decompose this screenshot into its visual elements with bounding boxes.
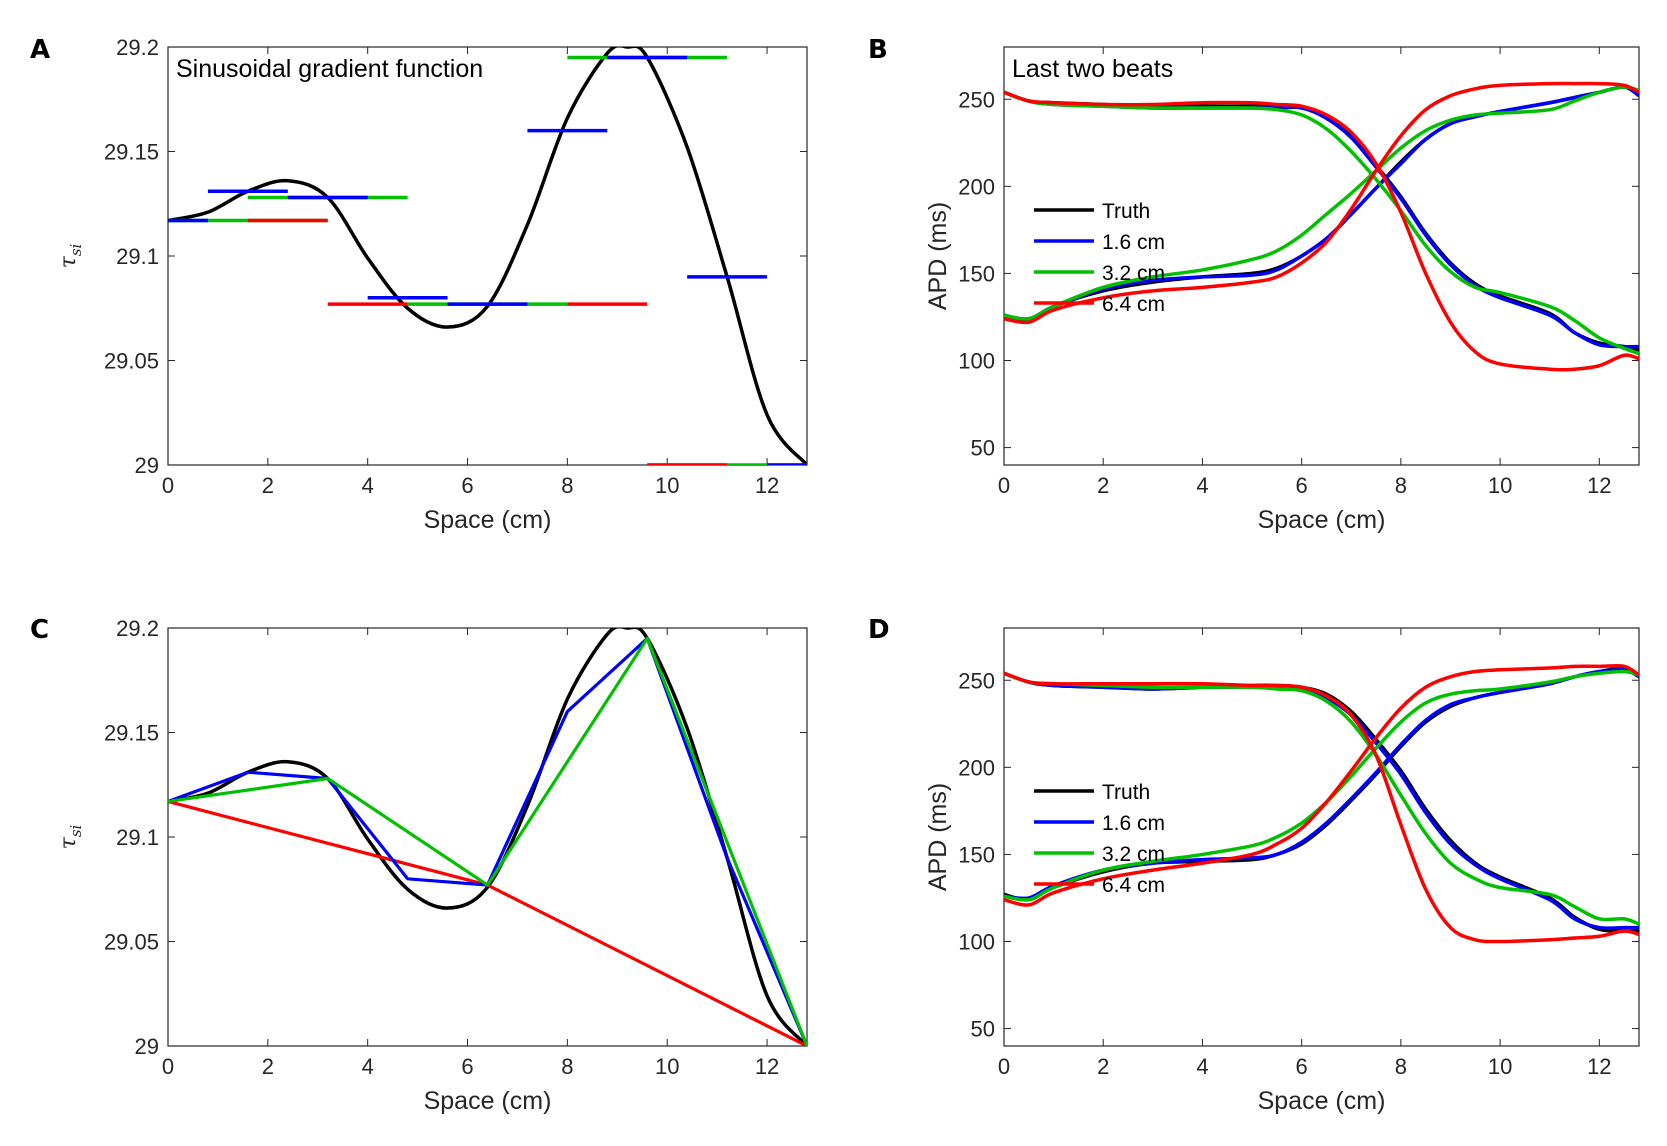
panel-letter: D — [868, 615, 890, 645]
y-axis-label: τsi — [56, 243, 85, 268]
y-axis-label: APD (ms) — [924, 202, 952, 310]
plot-area — [167, 46, 808, 466]
y-tick-label: 100 — [958, 930, 995, 955]
series-6-4-cm-b-line — [1004, 81, 1639, 325]
series-6-4-cm-line — [1004, 90, 1639, 372]
x-tick-label: 2 — [1097, 1054, 1109, 1079]
panel-c: C 0 2 4 6 8 10 12 29 29.05 29.1 29.15 29.2 Space (cm)… — [30, 615, 808, 1115]
series-group — [168, 628, 807, 1046]
y-tick-label: 50 — [971, 436, 995, 461]
x-tick-label: 10 — [655, 1054, 679, 1079]
x-tick-label: 12 — [1587, 1054, 1611, 1079]
x-tick-label: 0 — [998, 1054, 1010, 1079]
x-axis-label: Space (cm) — [424, 1087, 552, 1115]
x-tick-label: 4 — [1196, 1054, 1208, 1079]
y-axis-label-subscript: si — [67, 824, 85, 837]
y-tick-label: 50 — [971, 1017, 995, 1042]
x-tick-label: 8 — [561, 473, 573, 498]
x-tick-label: 12 — [755, 473, 779, 498]
legend-label-3-2-cm: 3.2 cm — [1102, 262, 1165, 285]
x-tick-label: 0 — [998, 473, 1010, 498]
series-3-2-cm-b-line — [1004, 85, 1639, 321]
legend-label-1-6-cm: 1.6 cm — [1102, 812, 1165, 835]
series-1-6-cm-line — [1004, 671, 1639, 930]
y-axis-label-symbol: τ — [56, 255, 81, 268]
legend: Truth 1.6 cm 3.2 cm 6.4 cm — [1034, 200, 1165, 316]
x-tick-label: 0 — [162, 473, 174, 498]
y-tick-label: 250 — [958, 87, 995, 112]
legend-label-6-4-cm: 6.4 cm — [1102, 874, 1165, 897]
y-tick-label: 29 — [135, 1034, 159, 1059]
y-tick-label: 29.1 — [116, 825, 159, 850]
panel-d: D 0 2 4 6 8 10 12 50 100 150 200 250 Space (cm) APD (m… — [868, 615, 1640, 1115]
legend-label-truth: Truth — [1102, 200, 1150, 223]
series-1-6-cm-b-line — [1004, 85, 1639, 321]
y-axis-label-subscript: si — [67, 243, 85, 256]
legend-label-6-4-cm: 6.4 cm — [1102, 293, 1165, 316]
x-tick-label: 10 — [655, 473, 679, 498]
legend-label-1-6-cm: 1.6 cm — [1102, 231, 1165, 254]
y-tick-label: 29.1 — [116, 244, 159, 269]
x-tick-label: 4 — [362, 473, 374, 498]
x-tick-label: 8 — [561, 1054, 573, 1079]
series-6-4-cm-b-line — [1004, 663, 1639, 907]
y-tick-label: 200 — [958, 174, 995, 199]
x-tick-label: 6 — [461, 473, 473, 498]
y-tick-label: 250 — [958, 668, 995, 693]
y-tick-label: 29.15 — [104, 721, 159, 746]
panel-letter: C — [30, 615, 49, 645]
chart-annotation: Last two beats — [1012, 55, 1173, 83]
chart-annotation: Sinusoidal gradient function — [176, 55, 483, 83]
y-tick-label: 29 — [135, 453, 159, 478]
y-tick-label: 100 — [958, 349, 995, 374]
x-tick-label: 0 — [162, 1054, 174, 1079]
x-tick-label: 2 — [1097, 473, 1109, 498]
series-truth-line — [168, 47, 807, 465]
series-group — [1004, 81, 1639, 372]
series-3-2-cm-line — [1004, 90, 1639, 356]
series-3-2-cm-line — [1004, 671, 1639, 926]
y-tick-label: 29.2 — [116, 35, 159, 60]
series-6-4-cm-line — [1004, 671, 1639, 944]
y-tick-label: 200 — [958, 755, 995, 780]
y-tick-label: 29.15 — [104, 140, 159, 165]
x-tick-label: 10 — [1488, 473, 1512, 498]
x-tick-label: 8 — [1395, 473, 1407, 498]
y-axis-label-symbol: τ — [56, 836, 81, 849]
plot-area — [167, 627, 808, 1047]
x-axis-label: Space (cm) — [1258, 1087, 1386, 1115]
y-tick-label: 150 — [958, 261, 995, 286]
y-tick-label: 29.05 — [104, 349, 159, 374]
panel-letter: A — [30, 35, 50, 65]
y-axis-label: τsi — [56, 824, 85, 849]
x-tick-label: 2 — [262, 473, 274, 498]
x-axis-label: Space (cm) — [1258, 506, 1386, 534]
x-tick-label: 12 — [755, 1054, 779, 1079]
x-tick-label: 10 — [1488, 1054, 1512, 1079]
x-axis-label: Space (cm) — [424, 506, 552, 534]
series-3-2-cm-b-line — [1004, 669, 1639, 902]
series-3-2-cm-line — [168, 636, 807, 1046]
y-tick-label: 29.05 — [104, 930, 159, 955]
legend: Truth 1.6 cm 3.2 cm 6.4 cm — [1034, 781, 1165, 897]
x-tick-label: 2 — [262, 1054, 274, 1079]
x-tick-label: 6 — [1296, 473, 1308, 498]
panel-b: B 0 2 4 6 8 10 12 50 100 150 200 250 Space (cm) APD (m… — [868, 35, 1640, 534]
series-group — [1004, 663, 1639, 944]
y-tick-label: 150 — [958, 842, 995, 867]
x-tick-label: 12 — [1587, 473, 1611, 498]
x-tick-label: 4 — [1196, 473, 1208, 498]
series-group — [168, 47, 807, 465]
panel-a: A 0 2 4 6 8 10 12 29 29.05 29.1 29.15 29.2 Space (cm)… — [30, 35, 808, 534]
x-tick-label: 6 — [461, 1054, 473, 1079]
y-tick-label: 29.2 — [116, 616, 159, 641]
x-tick-label: 6 — [1296, 1054, 1308, 1079]
x-tick-label: 4 — [362, 1054, 374, 1079]
legend-label-truth: Truth — [1102, 781, 1150, 804]
panel-letter: B — [868, 35, 888, 65]
legend-label-3-2-cm: 3.2 cm — [1102, 843, 1165, 866]
x-tick-label: 8 — [1395, 1054, 1407, 1079]
y-axis-label: APD (ms) — [924, 783, 952, 891]
